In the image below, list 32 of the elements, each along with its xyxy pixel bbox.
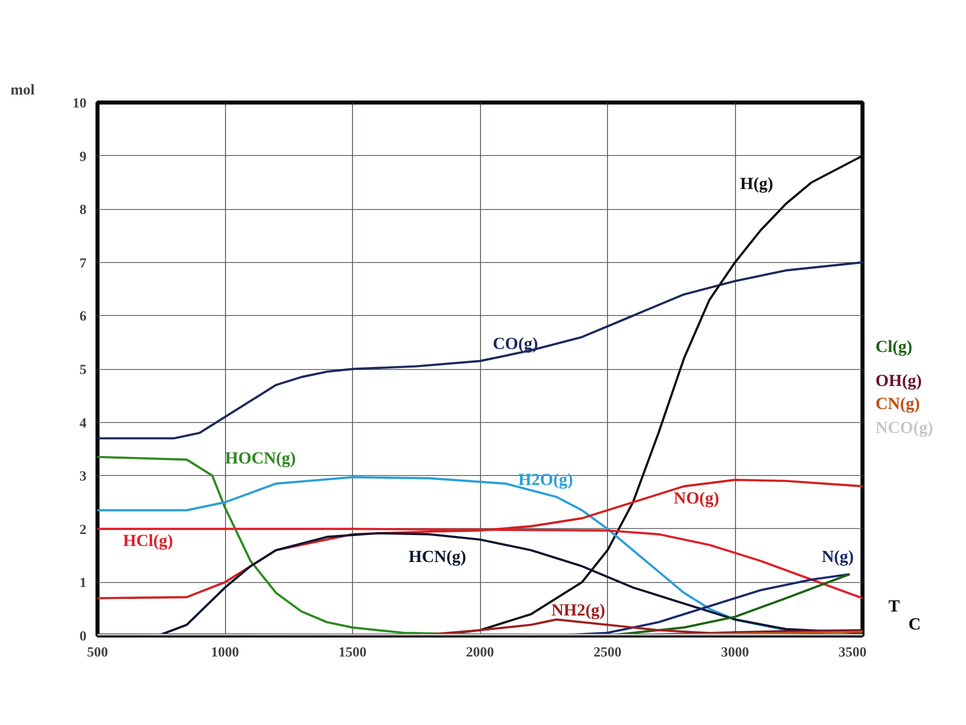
text: Cl(g) bbox=[876, 337, 912, 356]
series-label: H(g) bbox=[740, 174, 774, 194]
x-tick-label: 2500 bbox=[594, 646, 622, 660]
y-tick-label: 7 bbox=[80, 256, 86, 272]
y-tick-label: 5 bbox=[80, 363, 86, 378]
x-tick-label: 2000 bbox=[466, 646, 494, 660]
x-tick-label: 500 bbox=[87, 646, 108, 660]
y-tick-label: 10 bbox=[72, 96, 86, 112]
y-tick-label: 3 bbox=[80, 470, 86, 485]
y-tick-label: 2 bbox=[80, 522, 86, 538]
series-label: HCl(g) bbox=[123, 531, 174, 550]
y-tick-label: 8 bbox=[80, 203, 86, 218]
series-label: N(g) bbox=[822, 547, 854, 566]
x-tick-label: 1000 bbox=[211, 646, 239, 660]
y-tick-label: 9 bbox=[80, 150, 86, 165]
y-tick-label: 1 bbox=[80, 576, 86, 592]
y-tick-label: 4 bbox=[80, 416, 86, 432]
text: C bbox=[908, 614, 921, 634]
text: OH(g) bbox=[876, 371, 922, 390]
series-label: H2O(g) bbox=[518, 470, 574, 489]
x-tick-label: 3000 bbox=[721, 646, 749, 660]
x-axis-title: T bbox=[888, 596, 900, 616]
line-series bbox=[98, 261, 862, 440]
y-axis-title: mol bbox=[10, 82, 35, 98]
y-tick-label: 6 bbox=[80, 310, 86, 325]
y-tick-label: 0 bbox=[80, 630, 86, 644]
series-label: NH2(g) bbox=[551, 600, 606, 620]
x-tick-label: 3500 bbox=[838, 646, 866, 660]
series-label: NO(g) bbox=[674, 488, 720, 508]
text: CN(g) bbox=[876, 394, 920, 413]
series-label: HCN(g) bbox=[408, 547, 466, 566]
x-tick-label: 1500 bbox=[338, 646, 366, 660]
